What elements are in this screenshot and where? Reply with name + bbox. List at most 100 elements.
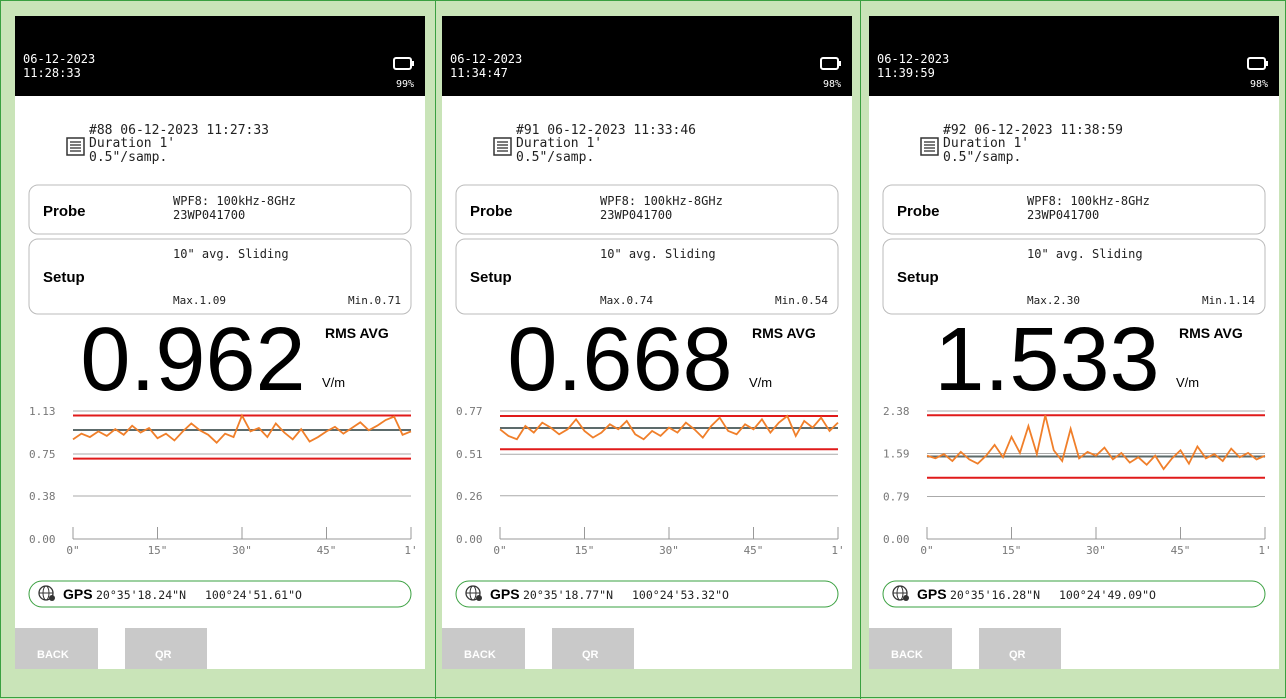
trace: [499, 414, 839, 441]
button[interactable]: [979, 628, 1061, 669]
date: 06-12-2023: [877, 52, 949, 66]
setup-min: Min.0.71: [348, 294, 401, 307]
gps-pill: [28, 580, 412, 608]
pin-icon: [903, 595, 909, 601]
y-tick-label: 0.75: [29, 448, 56, 461]
gps-lat: 20°35'18.24"N: [96, 588, 186, 602]
battery-tip: [1266, 61, 1268, 66]
probe-serial: 23WP041700: [600, 208, 672, 222]
battery-level: 98%: [1250, 79, 1268, 90]
probe-label: Probe: [43, 203, 86, 220]
trace: [72, 413, 412, 444]
sampling: 0.5"/samp.: [89, 150, 167, 165]
setup-label: Setup: [43, 269, 85, 286]
status-bar: [442, 16, 852, 96]
y-tick-label: 0.26: [456, 490, 483, 503]
button-label[interactable]: BACK: [891, 649, 923, 661]
setup-mode: 10" avg. Sliding: [173, 247, 289, 261]
x-tick-label: 45": [317, 544, 337, 557]
setup-min: Min.1.14: [1202, 294, 1255, 307]
rms-label: RMS AVG: [752, 325, 816, 341]
gps-lon: 100°24'53.32"O: [632, 588, 729, 602]
date: 06-12-2023: [23, 52, 95, 66]
reading-value: 0.668: [507, 310, 732, 410]
date: 06-12-2023: [450, 52, 522, 66]
unit: V/m: [1176, 375, 1199, 390]
y-tick-label: 0.51: [456, 448, 483, 461]
device-screen: 06-12-2023 11:34:47 98% #91 06-12-2023 11:3…: [442, 16, 852, 669]
probe-serial: 23WP041700: [173, 208, 245, 222]
pin-icon: [49, 595, 55, 601]
button[interactable]: [869, 628, 952, 669]
button-label[interactable]: QR: [155, 649, 172, 661]
x-tick-label: 30": [659, 544, 679, 557]
button[interactable]: [125, 628, 207, 669]
record-icon: [493, 137, 512, 156]
setup-box: [28, 238, 412, 315]
record-id: #91 06-12-2023 11:33:46: [516, 123, 696, 138]
x-tick-label: 1': [831, 544, 844, 557]
battery-icon: [820, 57, 839, 70]
duration: Duration 1': [943, 136, 1029, 151]
reading-value: 1.533: [934, 310, 1159, 410]
y-tick-label: 1.59: [883, 447, 910, 460]
device-screen: 06-12-2023 11:28:33 99% #88 06-12-2023 11:2…: [15, 16, 425, 669]
duration: Duration 1': [89, 136, 175, 151]
y-tick-label: 0.79: [883, 491, 910, 504]
gps-pill: [455, 580, 839, 608]
gps-lon: 100°24'51.61"O: [205, 588, 302, 602]
probe-box: [455, 184, 839, 235]
gps-pill: [882, 580, 1266, 608]
setup-max: Max.0.74: [600, 294, 653, 307]
y-tick-label: 0.00: [883, 533, 910, 546]
status-bar: [15, 16, 425, 96]
x-tick-label: 1': [404, 544, 417, 557]
y-tick-label: 1.13: [29, 405, 56, 418]
battery-level: 98%: [823, 79, 841, 90]
button[interactable]: [552, 628, 634, 669]
battery-tip: [839, 61, 841, 66]
probe-model: WPF8: 100kHz-8GHz: [1027, 194, 1150, 208]
gps-label: GPS: [917, 586, 947, 602]
setup-label: Setup: [897, 269, 939, 286]
probe-label: Probe: [897, 203, 940, 220]
button-label[interactable]: QR: [1009, 649, 1026, 661]
battery-level: 99%: [396, 79, 414, 90]
setup-label: Setup: [470, 269, 512, 286]
setup-box: [455, 238, 839, 315]
battery-icon: [393, 57, 412, 70]
setup-box: [882, 238, 1266, 315]
setup-mode: 10" avg. Sliding: [1027, 247, 1143, 261]
probe-model: WPF8: 100kHz-8GHz: [600, 194, 723, 208]
x-tick-label: 0": [493, 544, 506, 557]
button-label[interactable]: BACK: [464, 649, 496, 661]
x-tick-label: 15": [148, 544, 168, 557]
button-label[interactable]: BACK: [37, 649, 69, 661]
record-icon: [920, 137, 939, 156]
rms-label: RMS AVG: [325, 325, 389, 341]
y-tick-label: 0.77: [456, 405, 483, 418]
gps-lon: 100°24'49.09"O: [1059, 588, 1156, 602]
button-label[interactable]: QR: [582, 649, 599, 661]
probe-serial: 23WP041700: [1027, 208, 1099, 222]
button[interactable]: [442, 628, 525, 669]
divider: [435, 1, 436, 699]
setup-max: Max.1.09: [173, 294, 226, 307]
device-screen: 06-12-2023 11:39:59 98% #92 06-12-2023 11:3…: [869, 16, 1279, 669]
record-icon: [66, 137, 85, 156]
record-id: #92 06-12-2023 11:38:59: [943, 123, 1123, 138]
record-id: #88 06-12-2023 11:27:33: [89, 123, 269, 138]
status-bar: [869, 16, 1279, 96]
probe-label: Probe: [470, 203, 513, 220]
x-tick-label: 1': [1258, 544, 1271, 557]
probe-box: [882, 184, 1266, 235]
setup-mode: 10" avg. Sliding: [600, 247, 716, 261]
y-tick-label: 2.38: [883, 405, 910, 418]
unit: V/m: [322, 375, 345, 390]
button[interactable]: [15, 628, 98, 669]
pin-icon: [476, 595, 482, 601]
